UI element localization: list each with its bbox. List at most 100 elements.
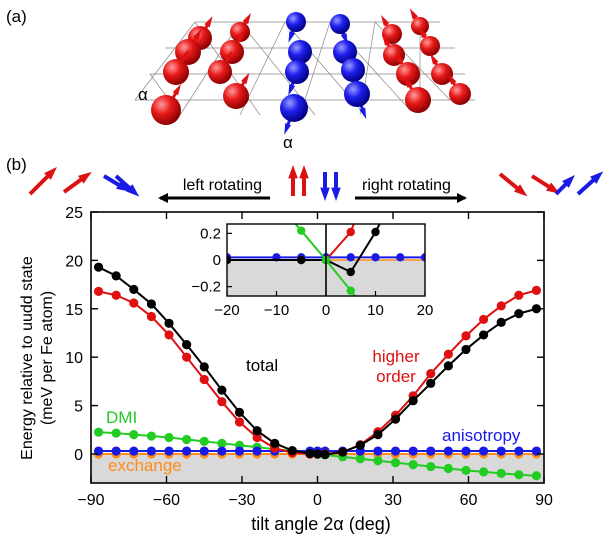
rotation-spin-arrowhead bbox=[288, 165, 298, 179]
point-anisotropy bbox=[479, 446, 489, 456]
inset-point-anisotropy bbox=[396, 253, 405, 262]
spin-up-atom bbox=[431, 63, 453, 85]
inset-point-DMI bbox=[346, 286, 355, 295]
point-anisotropy bbox=[111, 446, 121, 456]
point-total bbox=[461, 344, 471, 355]
rotation-spin-arrowhead bbox=[320, 187, 330, 201]
inset-point-total bbox=[371, 227, 380, 237]
spin-arrowhead bbox=[172, 84, 181, 96]
inset-point-anisotropy bbox=[371, 253, 380, 262]
inset-line-total bbox=[227, 224, 381, 274]
inset-point-higher-order bbox=[346, 227, 355, 237]
point-total bbox=[146, 299, 156, 309]
point-higher-order bbox=[496, 301, 506, 311]
point-DMI bbox=[373, 456, 383, 466]
spin-arrowhead bbox=[419, 26, 428, 39]
spin-arrowhead bbox=[448, 73, 457, 85]
spin-arrowhead bbox=[395, 52, 404, 64]
point-DMI bbox=[496, 468, 506, 478]
point-total bbox=[129, 284, 139, 295]
rotation-spin-arrowhead bbox=[590, 171, 604, 184]
inset-point-DMI bbox=[297, 226, 306, 235]
point-total bbox=[111, 271, 121, 281]
point-anisotropy bbox=[129, 446, 139, 456]
point-anisotropy bbox=[182, 446, 192, 456]
energy-chart: −90 −60 −30 0 30 60 90 0 5 10 15 20 25 bbox=[65, 205, 553, 509]
series-label-higher-line2: order bbox=[376, 367, 416, 386]
point-higher-order bbox=[129, 298, 139, 308]
point-higher-order bbox=[234, 417, 245, 427]
spin-up-atom bbox=[449, 83, 471, 105]
x-tick-label: 30 bbox=[384, 492, 402, 509]
spin-arrowhead bbox=[288, 31, 296, 43]
point-total bbox=[93, 262, 104, 272]
point-anisotropy bbox=[408, 446, 418, 456]
point-higher-order bbox=[514, 290, 524, 300]
spin-up-atom bbox=[420, 36, 440, 56]
point-total bbox=[199, 362, 209, 372]
spin-arrowhead bbox=[382, 34, 391, 46]
point-total bbox=[426, 378, 436, 388]
y-axis-label-line1: Energy relative to uudd state bbox=[19, 256, 36, 460]
spin-arrowhead bbox=[409, 8, 419, 20]
x-axis-label: tilt angle 2α (deg) bbox=[251, 514, 390, 534]
rotation-spin-arrowhead bbox=[78, 171, 92, 184]
point-DMI bbox=[146, 431, 156, 441]
series-label-dmi: DMI bbox=[106, 408, 137, 427]
point-total bbox=[531, 304, 542, 314]
point-higher-order bbox=[443, 349, 453, 359]
inset-x-tick-label: 10 bbox=[367, 302, 384, 319]
point-DMI bbox=[355, 454, 365, 464]
point-total bbox=[355, 440, 365, 450]
point-anisotropy bbox=[199, 446, 209, 456]
point-total bbox=[305, 448, 315, 459]
point-DMI bbox=[390, 458, 401, 468]
point-total bbox=[287, 445, 297, 456]
rotation-spin-arrowhead bbox=[299, 165, 309, 179]
y-tick-label: 0 bbox=[74, 447, 83, 464]
spin-arrowhead bbox=[204, 16, 213, 28]
point-total bbox=[390, 414, 401, 424]
series-label-higher-line1: higher bbox=[372, 347, 420, 366]
point-total bbox=[234, 407, 245, 417]
x-tick-label: 60 bbox=[460, 492, 478, 509]
point-anisotropy bbox=[390, 446, 401, 456]
spin-arrowhead bbox=[193, 28, 202, 40]
point-DMI bbox=[479, 467, 489, 477]
point-higher-order bbox=[426, 369, 436, 379]
point-DMI bbox=[461, 465, 471, 476]
panel-label-a: (a) bbox=[6, 7, 27, 26]
point-total bbox=[270, 438, 280, 448]
spin-arrowhead bbox=[241, 72, 250, 84]
spin-arrowhead bbox=[430, 53, 439, 65]
rotation-spin-arrowhead bbox=[331, 187, 341, 201]
point-total bbox=[443, 361, 453, 371]
point-anisotropy bbox=[164, 446, 174, 456]
point-higher-order bbox=[111, 290, 121, 300]
y-tick-label: 20 bbox=[65, 253, 83, 270]
inset-point-anisotropy bbox=[420, 253, 425, 262]
spin-down-atom bbox=[344, 81, 370, 107]
y-tick-label: 15 bbox=[65, 302, 83, 319]
x-tick-label: 90 bbox=[535, 492, 553, 509]
rotation-spin-arrowhead bbox=[514, 184, 528, 197]
spin-up-atom bbox=[208, 60, 232, 84]
point-total bbox=[408, 396, 418, 406]
inset-y-tick-label: 0.2 bbox=[200, 225, 221, 242]
spin-down-atom bbox=[286, 12, 306, 32]
point-total bbox=[164, 318, 174, 328]
spin-arrowhead bbox=[359, 107, 367, 120]
rotation-spin-arrowhead bbox=[126, 184, 140, 197]
point-total bbox=[320, 449, 330, 460]
spin-arrowhead bbox=[284, 123, 292, 135]
point-anisotropy bbox=[217, 446, 227, 456]
point-anisotropy bbox=[426, 446, 436, 456]
spin-rotation-icons bbox=[28, 165, 604, 201]
point-total bbox=[373, 430, 383, 440]
spin-arrowhead bbox=[236, 30, 245, 42]
spin-up-atom bbox=[151, 95, 181, 125]
point-DMI bbox=[93, 427, 104, 437]
y-tick-label: 10 bbox=[65, 350, 83, 367]
alpha-label-bottom: α bbox=[283, 133, 293, 152]
inset-x-tick-label: −10 bbox=[264, 302, 289, 319]
